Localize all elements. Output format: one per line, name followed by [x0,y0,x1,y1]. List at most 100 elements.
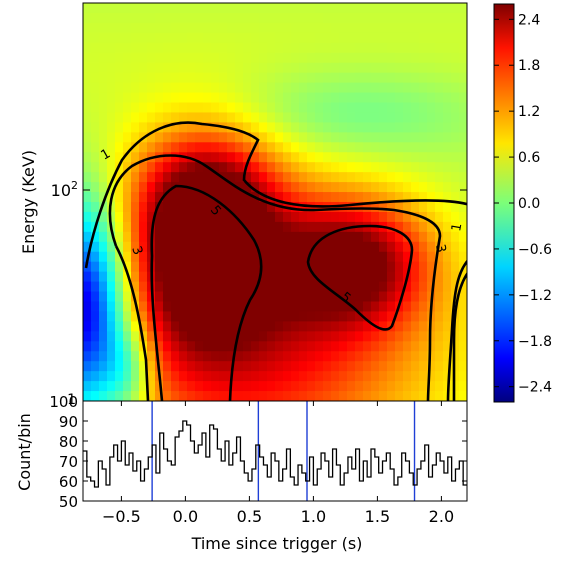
heatmap-cell [155,202,164,213]
heatmap-cell [195,142,204,153]
heatmap-cell [179,251,188,263]
heatmap-cell [283,271,292,283]
heatmap-cell [339,3,348,14]
heatmap-cell [331,381,340,392]
heatmap-cell [195,291,204,303]
heatmap-cell [435,3,444,14]
heatmap-cell [83,202,92,213]
heatmap-cell [171,271,180,283]
heatmap-cell [83,241,92,253]
heatmap-cell [291,211,300,223]
heatmap-cell [291,251,300,263]
heatmap-cell [443,132,452,143]
heatmap-cell [99,52,108,64]
heatmap-cell [419,261,428,273]
heatmap-cell [163,12,172,24]
heatmap-cell [195,132,204,143]
heatmap-cell [275,311,284,322]
heatmap-cell [363,12,372,24]
heatmap-cell [195,281,204,293]
heatmap-cell [155,311,164,322]
heatmap-cell [163,311,172,322]
heatmap-cell [195,122,204,133]
heatmap-cell [275,281,284,293]
heatmap-cell [115,122,124,133]
heatmap-cell [459,391,467,401]
heatmap-cell [275,32,284,44]
heatmap-cell [91,62,100,74]
heatmap-cell [123,321,132,332]
heatmap-cell [195,241,204,253]
heatmap-cell [323,341,332,352]
heatmap-cell [123,251,132,263]
heatmap-cell [379,32,388,44]
heatmap-cell [435,351,444,362]
heatmap-cell [187,142,196,153]
heatmap-cell [435,281,444,293]
heatmap-cell [107,182,116,193]
heatmap-cell [323,102,332,114]
heatmap-cell [331,32,340,44]
heatmap-cell [339,112,348,123]
heatmap-cell [283,102,292,114]
heatmap-cell [131,32,140,44]
heatmap-cell [283,42,292,54]
heatmap-cell [163,172,172,183]
heatmap-cell [267,22,276,34]
heatmap-cell [227,341,236,352]
heatmap-cell [171,12,180,24]
heatmap-cell [83,102,92,114]
heatmap-cell [187,241,196,253]
heatmap-cell [379,251,388,263]
heatmap-cell [331,331,340,342]
heatmap-cell [139,172,148,183]
heatmap-cell [147,62,156,74]
heatmap-cell [163,112,172,123]
heatmap-cell [91,32,100,44]
heatmap-cell [419,341,428,352]
heatmap-cell [243,341,252,352]
colorbar-tick-label: −1.2 [518,288,552,304]
heatmap-cell [435,102,444,114]
heatmap-cell [203,291,212,303]
heatmap-cell [211,12,220,24]
heatmap-cell [331,301,340,313]
heatmap-cell [83,92,92,104]
heatmap-cell [371,142,380,153]
heatmap-cell [147,142,156,153]
heatmap-cell [403,202,412,213]
heatmap-cell [323,22,332,34]
heatmap-cell [395,42,404,54]
heatmap-cell [459,361,467,372]
heatmap-cell [355,162,364,173]
heatmap-cell [387,12,396,24]
heatmap-cell [195,341,204,352]
heatmap-cell [307,42,316,54]
heatmap-cell [155,22,164,34]
heatmap-cell [123,22,132,34]
heatmap-cell [419,22,428,34]
heatmap-cell [243,52,252,64]
heatmap-cell [155,112,164,123]
heatmap-cell [179,32,188,44]
heatmap-cell [147,172,156,183]
heatmap-cell [395,231,404,243]
heatmap-cell [179,12,188,24]
heatmap-cell [395,391,404,401]
heatmap-cell [315,331,324,342]
heatmap-cell [259,341,268,352]
heatmap-cell [443,331,452,342]
heatmap-cell [227,82,236,94]
heatmap-cell [435,32,444,44]
heatmap-cell [179,122,188,133]
heatmap-cell [259,381,268,392]
heatmap-cell [211,172,220,183]
heatmap-cell [275,391,284,401]
heatmap-cell [459,192,467,203]
heatmap-cell [235,291,244,303]
heatmap-cell [155,271,164,283]
heatmap-cell [251,331,260,342]
heatmap-cell [283,192,292,203]
heatmap-cell [267,251,276,263]
heatmap-cell [195,271,204,283]
